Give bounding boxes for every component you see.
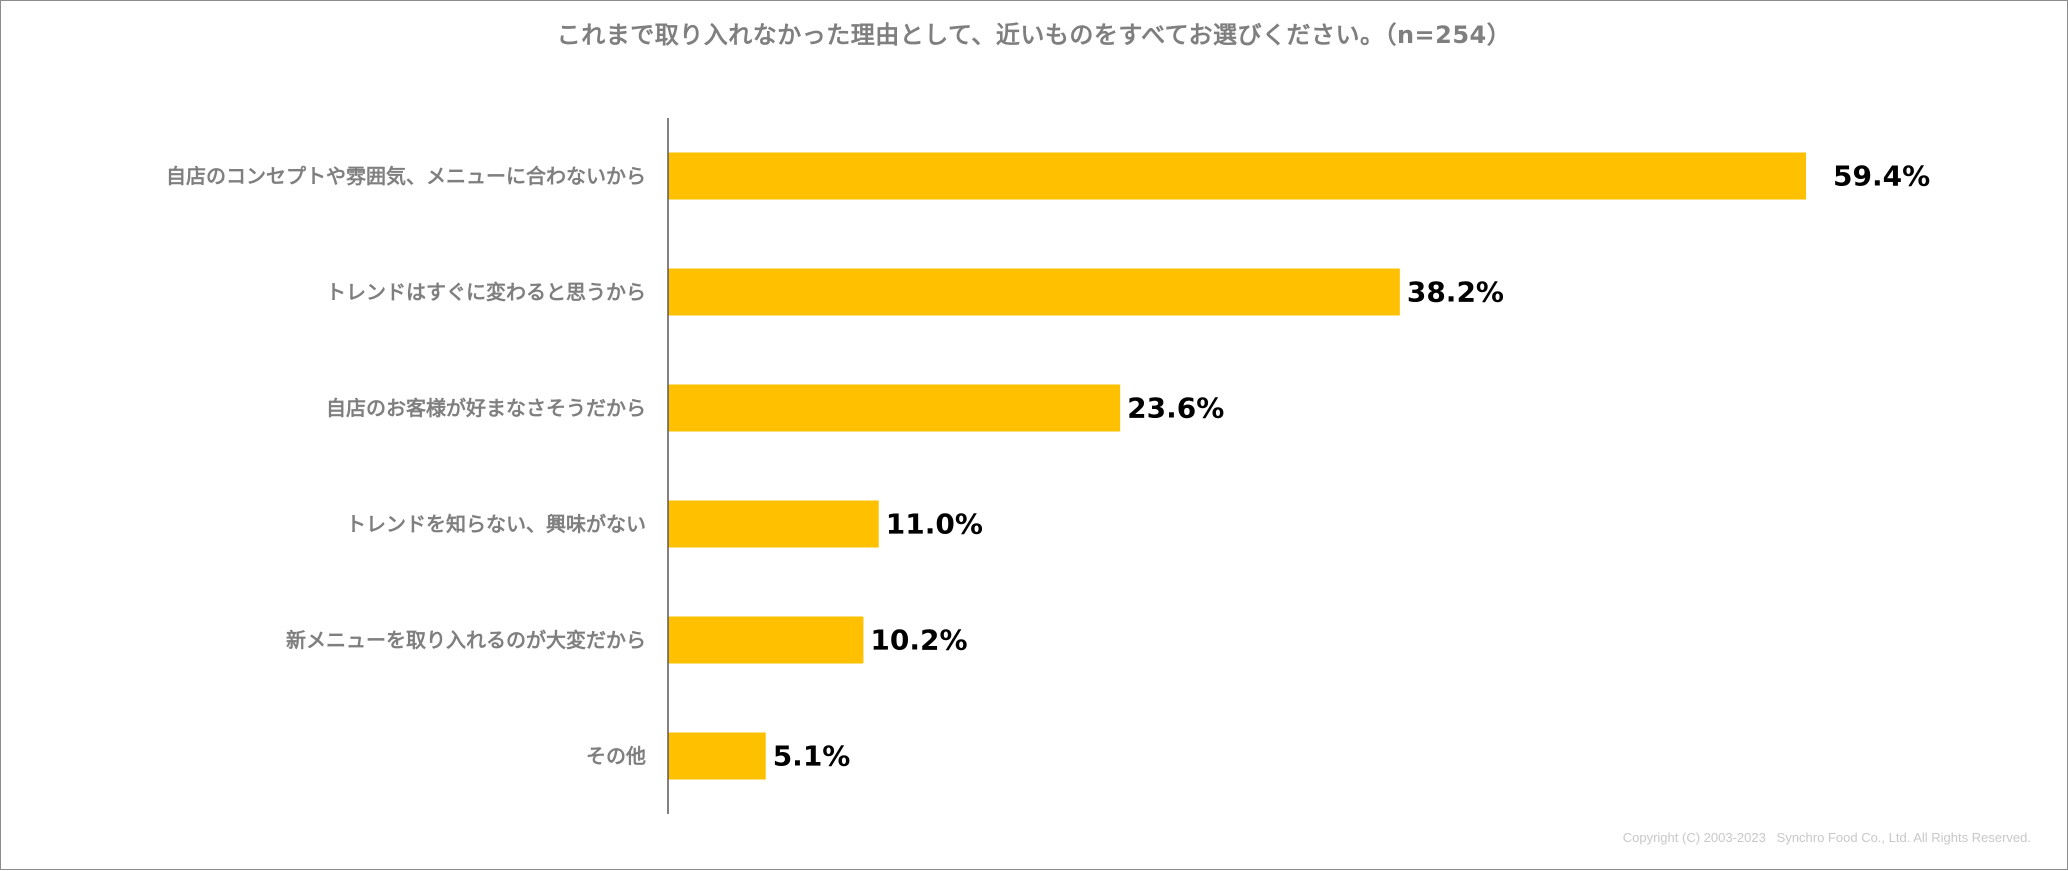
value-label-3: 23.6%: [1127, 392, 1224, 425]
bar-2: [668, 269, 1400, 316]
bar-3: [668, 385, 1120, 432]
value-label-6: 5.1%: [773, 740, 851, 773]
bar-5: [668, 617, 863, 664]
category-label-5: 新メニューを取り入れるのが大変だから: [286, 628, 646, 652]
category-label-3: 自店のお客様が好まなさそうだから: [326, 396, 646, 420]
value-labels-group: 59.4% 38.2% 23.6% 11.0% 10.2% 5.1%: [773, 160, 1930, 773]
category-label-1: 自店のコンセプトや雰囲気、メニューに合わないから: [166, 164, 646, 188]
copyright-notice: Copyright (C) 2003-2023 Synchro Food Co.…: [1623, 830, 2031, 845]
value-label-5: 10.2%: [870, 624, 967, 657]
category-labels-group: 自店のコンセプトや雰囲気、メニューに合わないからトレンドはすぐに変わると思うから…: [166, 164, 646, 768]
category-label-6: その他: [586, 744, 646, 768]
category-label-2: トレンドはすぐに変わると思うから: [326, 280, 646, 304]
bar-1: [668, 153, 1806, 200]
category-label-4: トレンドを知らない、興味がない: [346, 512, 646, 536]
bar-6: [668, 733, 766, 780]
bars-group: [668, 153, 1806, 780]
bar-4: [668, 501, 879, 548]
value-label-2: 38.2%: [1407, 276, 1504, 309]
value-label-1: 59.4%: [1833, 160, 1930, 193]
value-label-4: 11.0%: [886, 508, 983, 541]
